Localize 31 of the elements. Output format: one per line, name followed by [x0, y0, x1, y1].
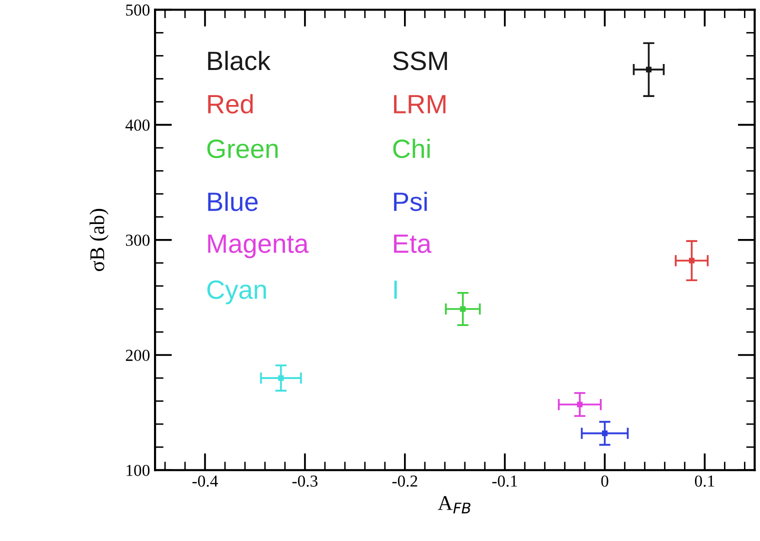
- x-tick-label: -0.3: [292, 475, 318, 487]
- point: [646, 66, 652, 72]
- y-axis-title: σB (ab): [90, 208, 109, 272]
- annotation: Magenta: [208, 234, 309, 258]
- y-tick-label: 200: [126, 350, 150, 361]
- text: Psi: [394, 192, 427, 212]
- text: SSM: [393, 52, 447, 70]
- point: [460, 306, 466, 312]
- point: [278, 375, 284, 381]
- point: [688, 258, 694, 264]
- annotation: Cyan: [207, 280, 266, 304]
- x-axis-title: A$_{FB}$: [438, 496, 470, 514]
- annotation: Blue: [208, 192, 258, 212]
- text: Chi: [393, 138, 430, 158]
- annotation: Black: [208, 50, 271, 70]
- x-tick-label: -0.1: [492, 475, 518, 487]
- x-tick-label: 0.1: [694, 475, 714, 487]
- y-tick-label: 100: [126, 464, 150, 476]
- point: [577, 402, 583, 408]
- y-tick-label: 300: [126, 234, 150, 246]
- x-tick-label: 0: [601, 475, 608, 487]
- text: Eta: [394, 234, 432, 253]
- x-tick-label: -0.4: [192, 475, 218, 487]
- y-tick-label: 400: [126, 120, 150, 131]
- y-tick-label: 500: [126, 4, 150, 16]
- text: I: [394, 280, 397, 299]
- x-tick-label: -0.2: [392, 475, 418, 487]
- point: [602, 430, 608, 436]
- annotation: Green: [207, 139, 278, 158]
- text: LRM: [394, 95, 446, 114]
- annotation: Red: [208, 94, 253, 114]
